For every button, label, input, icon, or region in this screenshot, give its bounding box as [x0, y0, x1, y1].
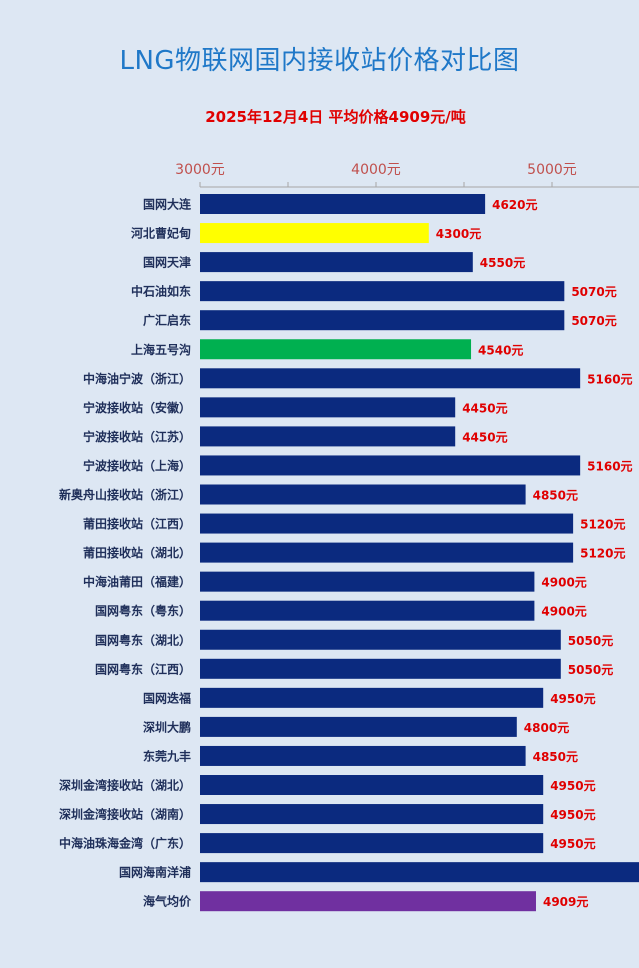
bar [200, 658, 561, 679]
bar [200, 426, 456, 447]
value-label: 4900元 [541, 576, 586, 590]
bar [200, 600, 535, 621]
category-label: 国网大连 [143, 197, 192, 212]
category-label: 上海五号沟 [131, 342, 191, 357]
bar [200, 339, 472, 360]
category-label: 国网粤东（粤东） [95, 603, 191, 618]
category-label: 河北曹妃甸 [130, 226, 191, 241]
value-label: 5070元 [571, 285, 616, 299]
chart-title: LNG物联网国内接收站价格对比图 [119, 46, 520, 76]
category-label: 中海油珠海金湾（广东） [59, 836, 191, 851]
bar [200, 310, 565, 331]
category-label: 国网迭福 [143, 690, 191, 705]
bar [200, 194, 486, 214]
value-label: 4900元 [541, 605, 586, 619]
category-label: 深圳金湾接收站（湖南） [59, 807, 191, 822]
value-label: 5120元 [580, 547, 625, 561]
value-label: 4950元 [550, 808, 595, 822]
category-label: 莆田接收站（湖北） [83, 545, 191, 560]
x-tick-label: 3000元 [175, 162, 225, 178]
category-label: 宁波接收站（上海） [83, 458, 191, 473]
value-label: 4450元 [462, 430, 507, 444]
value-label: 5160元 [587, 372, 632, 386]
value-label: 5050元 [568, 634, 613, 648]
bar [200, 629, 561, 650]
bar [200, 833, 544, 854]
category-label: 广汇启东 [143, 313, 191, 328]
bar [200, 368, 581, 389]
bar [200, 542, 574, 563]
bar [200, 252, 473, 273]
category-label: 东莞九丰 [143, 748, 191, 763]
bar [200, 745, 526, 766]
value-label: 4800元 [524, 721, 569, 735]
bar [200, 804, 544, 825]
category-label: 中海油宁波（浙江） [83, 371, 191, 386]
category-label: 宁波接收站（江苏） [83, 429, 191, 444]
bar [200, 223, 429, 244]
value-label: 4540元 [478, 343, 523, 357]
bar [200, 571, 535, 592]
category-label: 国网粤东（湖北） [95, 632, 191, 647]
category-label: 中石油如东 [131, 284, 191, 299]
bar [200, 455, 581, 476]
category-label: 海气均价 [143, 894, 192, 909]
bar [200, 775, 544, 795]
category-label: 国网海南洋浦 [119, 865, 191, 880]
value-label: 4909元 [543, 895, 588, 909]
category-label: 新奥舟山接收站（浙江） [59, 487, 191, 502]
category-label: 国网粤东（江西） [95, 661, 191, 676]
value-label: 5160元 [587, 459, 632, 473]
x-tick-label: 4000元 [351, 162, 401, 178]
bar [200, 484, 526, 505]
chart-subtitle: 2025年12月4日 平均价格4909元/吨 [205, 108, 466, 126]
value-label: 4850元 [533, 750, 578, 764]
bar [200, 513, 574, 534]
value-label: 4950元 [550, 837, 595, 851]
value-label: 4850元 [533, 489, 578, 503]
value-label: 5120元 [580, 518, 625, 532]
bar [200, 716, 517, 737]
bar [200, 397, 456, 418]
value-label: 4450元 [462, 401, 507, 415]
category-label: 深圳大鹏 [143, 719, 191, 734]
value-label: 5050元 [568, 663, 613, 677]
category-label: 深圳金湾接收站（湖北） [59, 778, 191, 793]
category-label: 国网天津 [143, 255, 191, 270]
value-label: 4620元 [492, 198, 537, 212]
value-label: 4950元 [550, 779, 595, 793]
value-label: 4300元 [436, 227, 481, 241]
bar [200, 687, 544, 708]
category-label: 莆田接收站（江西） [83, 516, 191, 531]
bar [200, 862, 639, 883]
category-label: 中海油莆田（福建） [83, 574, 191, 589]
value-label: 4950元 [550, 692, 595, 706]
category-label: 宁波接收站（安徽） [83, 400, 191, 415]
bar [200, 281, 565, 302]
bar [200, 891, 536, 912]
value-label: 4550元 [480, 256, 525, 270]
value-label: 5070元 [571, 314, 616, 328]
x-tick-label: 5000元 [527, 162, 577, 178]
